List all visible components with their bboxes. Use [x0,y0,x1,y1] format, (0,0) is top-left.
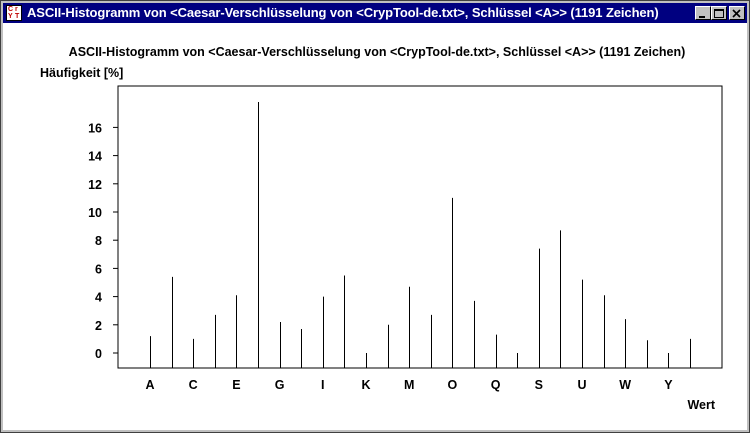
x-tick-label: A [145,378,154,392]
chart-area: ASCII-Histogramm von <Caesar-Verschlüsse… [3,23,747,430]
y-tick-label: 16 [88,121,102,135]
y-tick-label: 6 [95,262,102,276]
y-axis-ticks: 0 2 4 6 8 10 12 14 16 [88,121,118,361]
x-tick-label: G [275,378,285,392]
y-tick-label: 8 [95,234,102,248]
y-tick-label: 4 [95,291,102,305]
y-tick-label: 12 [88,178,102,192]
close-button[interactable] [729,6,745,20]
x-tick-label: U [577,378,586,392]
histogram-bars [150,102,691,368]
close-icon [732,9,741,18]
histogram-chart: ASCII-Histogramm von <Caesar-Verschlüsse… [40,45,723,412]
y-tick-label: 2 [95,319,102,333]
x-tick-label: M [404,378,414,392]
x-tick-label: E [232,378,240,392]
x-tick-label: I [321,378,324,392]
x-tick-label: Q [491,378,501,392]
x-tick-label: C [189,378,198,392]
x-tick-label: O [448,378,458,392]
x-tick-label: S [535,378,543,392]
y-tick-label: 0 [95,347,102,361]
y-tick-label: 14 [88,150,102,164]
x-axis-label: Wert [687,398,715,412]
window-title: ASCII-Histogramm von <Caesar-Verschlüsse… [27,5,659,20]
plot-frame [117,85,723,369]
y-axis-label: Häufigkeit [%] [40,66,123,80]
x-tick-label: Y [664,378,673,392]
maximize-button[interactable] [711,6,727,20]
chart-title: ASCII-Histogramm von <Caesar-Verschlüsse… [69,45,686,59]
minimize-icon [699,16,705,18]
minimize-button[interactable] [695,6,711,20]
x-tick-label: W [619,378,631,392]
maximize-icon [714,9,724,18]
y-tick-label: 10 [88,206,102,220]
x-tick-label: K [361,378,370,392]
